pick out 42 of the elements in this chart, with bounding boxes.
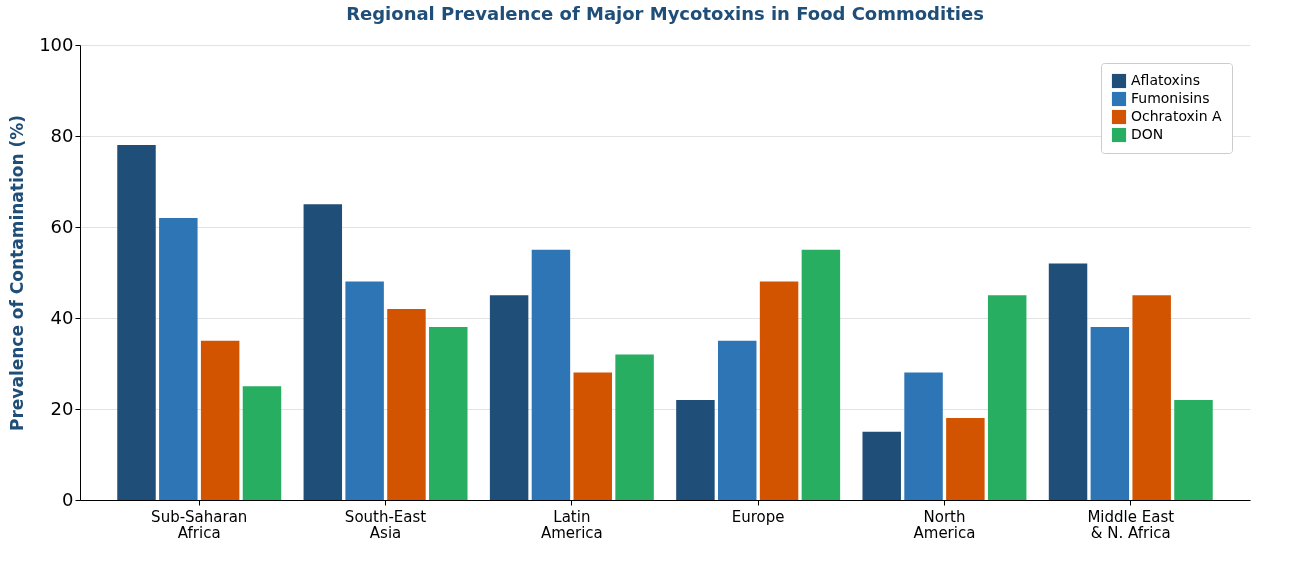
legend-label: Ochratoxin A bbox=[1131, 108, 1223, 124]
bar bbox=[946, 418, 985, 500]
bar bbox=[759, 281, 799, 500]
legend-label: DON bbox=[1131, 126, 1164, 142]
y-tick-label: 100 bbox=[39, 33, 74, 55]
x-tick-label: Europe bbox=[731, 507, 785, 526]
chart-title: Regional Prevalence of Major Mycotoxins in Food Commodities bbox=[346, 3, 984, 24]
legend-label: Fumonisins bbox=[1131, 90, 1210, 106]
bar bbox=[387, 308, 426, 500]
bar bbox=[718, 340, 757, 500]
y-tick-label: 40 bbox=[50, 306, 74, 328]
bar bbox=[987, 295, 1027, 500]
bar bbox=[200, 340, 240, 500]
bar bbox=[1090, 327, 1130, 500]
bar bbox=[345, 281, 384, 500]
bar bbox=[117, 145, 156, 500]
y-tick-label: 20 bbox=[50, 397, 74, 419]
bar bbox=[615, 354, 654, 500]
bar bbox=[862, 431, 901, 500]
y-axis-title: Prevalence of Contamination (%) bbox=[7, 114, 28, 432]
bar bbox=[1132, 295, 1171, 500]
y-tick-label: 80 bbox=[50, 124, 74, 146]
bar bbox=[1174, 399, 1213, 500]
y-tick-label: 60 bbox=[50, 215, 74, 237]
bar bbox=[904, 372, 943, 500]
x-tick-label: South-East Asia bbox=[344, 507, 427, 542]
x-tick-label: Latin America bbox=[540, 507, 603, 542]
bar bbox=[159, 217, 198, 500]
bar bbox=[676, 399, 715, 500]
bar bbox=[1048, 263, 1088, 500]
bar bbox=[303, 204, 343, 500]
bar bbox=[531, 249, 571, 500]
x-tick-label: Sub-Saharan Africa bbox=[151, 507, 248, 542]
bar bbox=[429, 327, 468, 500]
x-tick-label: Middle East & N. Africa bbox=[1087, 507, 1175, 542]
bar bbox=[242, 386, 282, 500]
bar bbox=[489, 295, 529, 500]
bar bbox=[573, 372, 612, 500]
y-tick-label: 0 bbox=[62, 488, 74, 510]
legend-label: Aflatoxins bbox=[1131, 72, 1200, 88]
x-tick-label: North America bbox=[913, 507, 976, 542]
bar bbox=[801, 249, 841, 500]
